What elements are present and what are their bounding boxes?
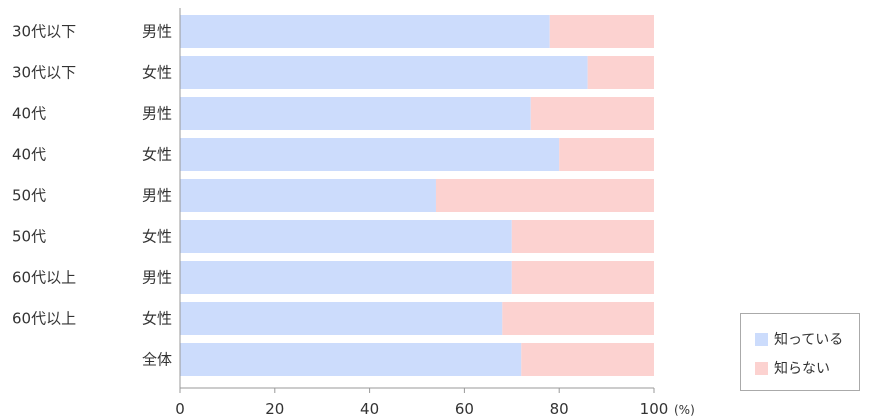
bar-unknown [549, 15, 654, 48]
legend-swatch-unknown [755, 361, 768, 375]
bar-known [180, 261, 512, 294]
gender-label: 女性 [142, 64, 172, 82]
bar-unknown [587, 56, 654, 89]
age-label: 40代 [12, 105, 46, 123]
bar-unknown [521, 343, 654, 376]
legend-label-known: 知っている [774, 332, 844, 348]
x-tick-label: 0 [175, 400, 185, 418]
bar-known [180, 138, 560, 171]
gender-label: 男性 [142, 269, 172, 287]
legend-label-unknown: 知らない [774, 361, 830, 377]
bar-unknown [530, 97, 654, 130]
gender-label: 男性 [142, 105, 172, 123]
bar-unknown [502, 302, 654, 335]
x-tick-label: 40 [360, 400, 379, 418]
gender-label: 男性 [142, 23, 172, 41]
gender-label: 女性 [142, 310, 172, 328]
age-label: 30代以下 [12, 23, 76, 41]
bar-unknown [435, 179, 654, 212]
x-tick-label: 60 [455, 400, 474, 418]
bar-unknown [511, 220, 654, 253]
x-unit-label: (%) [674, 403, 695, 417]
x-tick-label: 20 [265, 400, 284, 418]
bar-known [180, 179, 436, 212]
bar-known [180, 56, 588, 89]
age-label: 50代 [12, 187, 46, 205]
age-label: 60代以上 [12, 269, 76, 287]
bar-known [180, 15, 550, 48]
bar-known [180, 302, 503, 335]
legend-item-known: 知っている [755, 329, 843, 349]
gender-label: 女性 [142, 228, 172, 246]
age-label: 60代以上 [12, 310, 76, 328]
age-label: 30代以下 [12, 64, 76, 82]
bar-known [180, 220, 512, 253]
gender-label: 女性 [142, 146, 172, 164]
age-label: 50代 [12, 228, 46, 246]
x-tick-label: 100 [640, 400, 669, 418]
legend-swatch-known [755, 332, 768, 346]
bar-known [180, 97, 531, 130]
gender-label: 男性 [142, 187, 172, 205]
age-label: 40代 [12, 146, 46, 164]
bar-known [180, 343, 522, 376]
legend-item-unknown: 知らない [755, 358, 830, 378]
gender-label: 全体 [142, 351, 172, 369]
bar-unknown [559, 138, 654, 171]
x-tick-label: 80 [550, 400, 569, 418]
bar-unknown [511, 261, 654, 294]
legend: 知っている 知らない [740, 313, 860, 391]
